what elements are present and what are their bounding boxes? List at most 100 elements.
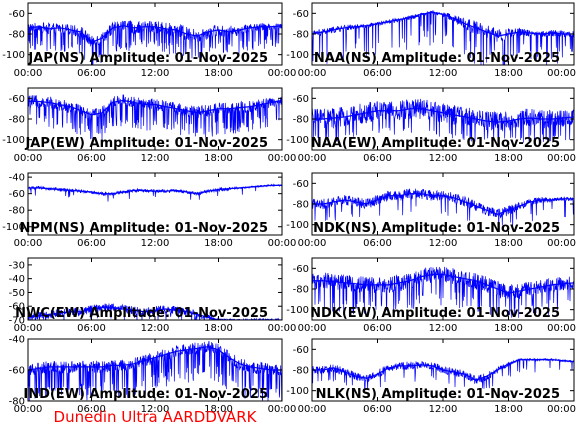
- y-tick-label: -80: [9, 206, 25, 217]
- chart-panel: -100 -80 -60 -40 00:00 06:00 12:00 18:00 00:00 NP…: [2, 172, 297, 249]
- x-tick-label: 18:00: [494, 68, 523, 79]
- y-tick-label: -60: [9, 189, 25, 200]
- x-tick-label: 12:00: [429, 323, 458, 334]
- y-tick-label: -60: [9, 302, 25, 313]
- series-trend: [312, 108, 574, 123]
- y-tick-label: -50: [9, 288, 25, 299]
- y-tick-label: -60: [9, 366, 25, 377]
- x-tick-label: 18:00: [204, 323, 233, 334]
- x-tick-label: 00:00: [14, 404, 43, 415]
- series-line: [312, 357, 574, 392]
- y-tick-label: -100: [286, 135, 309, 146]
- panel-title: JAP(EW) Amplitude: 01-Nov-2025: [24, 136, 268, 151]
- x-tick-label: 06:00: [77, 238, 106, 249]
- y-tick-label: -40: [9, 173, 25, 184]
- x-tick-label: 06:00: [77, 404, 106, 415]
- chart-panel: -70 -60 -50 -40 -30 00:00 06:00 12:00 18:00 00:00…: [9, 257, 297, 334]
- x-tick-label: 12:00: [429, 68, 458, 79]
- x-tick-label: 00:00: [14, 153, 43, 164]
- x-tick-label: 06:00: [363, 238, 392, 249]
- x-tick-label: 18:00: [494, 323, 523, 334]
- panel-title: JAP(NS) Amplitude: 01-Nov-2025: [27, 51, 268, 66]
- y-tick-label: -80: [293, 200, 309, 211]
- panel-title: NDK(EW) Amplitude: 01-Nov-2025: [310, 306, 560, 321]
- series-line: [312, 188, 574, 230]
- x-tick-label: 00:00: [298, 68, 327, 79]
- series-trend: [28, 99, 282, 116]
- x-tick-label: 12:00: [141, 404, 170, 415]
- series-trend: [28, 25, 282, 43]
- x-tick-label: 18:00: [204, 68, 233, 79]
- x-tick-label: 06:00: [363, 404, 392, 415]
- x-tick-label: 12:00: [429, 404, 458, 415]
- x-tick-label: 06:00: [363, 323, 392, 334]
- x-tick-label: 00:00: [14, 68, 43, 79]
- x-tick-label: 00:00: [298, 323, 327, 334]
- y-tick-label: -100: [286, 305, 309, 316]
- x-tick-label: 12:00: [429, 153, 458, 164]
- series-trend: [28, 307, 282, 320]
- x-tick-label: 18:00: [204, 153, 233, 164]
- footer-label: Dunedin Ultra AARDDVARK: [54, 408, 258, 426]
- x-tick-label: 00:00: [268, 323, 297, 334]
- x-tick-label: 00:00: [547, 323, 576, 334]
- y-tick-label: -80: [293, 366, 309, 377]
- x-tick-label: 06:00: [363, 153, 392, 164]
- chart-panel: -100 -80 -60 00:00 06:00 12:00 18:00 00:00 NLK(N…: [286, 338, 576, 415]
- y-tick-label: -100: [286, 50, 309, 61]
- x-tick-label: 12:00: [141, 238, 170, 249]
- chart-panel: -100 -80 -60 00:00 06:00 12:00 18:00 00:00 NAA(E…: [286, 87, 576, 164]
- chart-panel: -100 -80 -60 00:00 06:00 12:00 18:00 00:00 NAA(N…: [286, 2, 576, 79]
- chart-panel: -100 -80 -60 00:00 06:00 12:00 18:00 00:00 NDK(E…: [286, 257, 576, 334]
- y-tick-label: -60: [9, 9, 25, 20]
- x-tick-label: 06:00: [77, 68, 106, 79]
- series-line: [28, 340, 282, 401]
- series-line: [28, 94, 282, 140]
- x-tick-label: 06:00: [77, 153, 106, 164]
- y-tick-label: -80: [293, 115, 309, 126]
- y-tick-label: -100: [286, 386, 309, 397]
- x-tick-label: 00:00: [547, 238, 576, 249]
- y-tick-label: -60: [293, 94, 309, 105]
- series-line: [312, 98, 574, 146]
- x-tick-label: 12:00: [141, 68, 170, 79]
- x-tick-label: 00:00: [268, 404, 297, 415]
- y-tick-label: -60: [293, 9, 309, 20]
- y-tick-label: -40: [9, 274, 25, 285]
- x-tick-label: 18:00: [204, 238, 233, 249]
- y-tick-label: -60: [293, 345, 309, 356]
- y-tick-label: -80: [293, 30, 309, 41]
- x-tick-label: 18:00: [204, 404, 233, 415]
- x-tick-label: 12:00: [429, 238, 458, 249]
- y-tick-label: -100: [2, 50, 25, 61]
- chart-panel: -100 -80 -60 00:00 06:00 12:00 18:00 00:00 NDK(N…: [286, 172, 576, 249]
- series-trend: [28, 346, 282, 371]
- x-tick-label: 18:00: [494, 238, 523, 249]
- x-tick-label: 18:00: [494, 153, 523, 164]
- x-tick-label: 12:00: [141, 323, 170, 334]
- series-line: [312, 10, 574, 65]
- panel-title: NAA(EW) Amplitude: 01-Nov-2025: [311, 136, 560, 151]
- y-tick-label: -40: [9, 335, 25, 346]
- x-tick-label: 00:00: [298, 153, 327, 164]
- y-tick-label: -60: [293, 179, 309, 190]
- x-tick-label: 00:00: [268, 238, 297, 249]
- panel-title: NLK(NS) Amplitude: 01-Nov-2025: [316, 387, 560, 402]
- y-tick-label: -100: [286, 220, 309, 231]
- series-trend: [312, 193, 574, 215]
- series-trend: [28, 184, 282, 195]
- y-tick-label: -80: [293, 285, 309, 296]
- y-tick-label: -80: [9, 115, 25, 126]
- y-tick-label: -30: [9, 260, 25, 271]
- x-tick-label: 18:00: [494, 404, 523, 415]
- x-tick-label: 00:00: [547, 153, 576, 164]
- panel-title: NPM(NS) Amplitude: 01-Nov-2025: [20, 221, 269, 236]
- y-tick-label: -80: [9, 397, 25, 408]
- x-tick-label: 00:00: [268, 153, 297, 164]
- x-tick-label: 00:00: [268, 68, 297, 79]
